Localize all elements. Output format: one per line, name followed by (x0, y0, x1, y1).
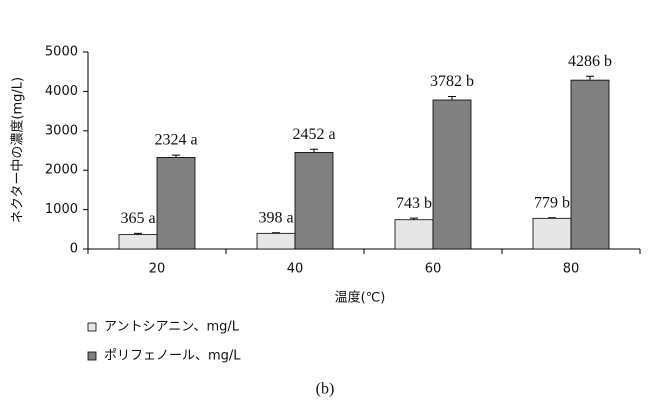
bar (394, 219, 434, 250)
y-tick-label: 0 (70, 242, 78, 257)
value-label: 2324 a (154, 132, 197, 149)
bar (118, 234, 158, 250)
error-bar (134, 232, 142, 235)
value-label: 2452 a (292, 126, 335, 143)
value-label: 4286 b (568, 53, 612, 70)
bar (156, 157, 196, 250)
error-bar (310, 148, 318, 153)
error-bar (272, 232, 280, 234)
bar (294, 151, 334, 250)
bar (532, 217, 572, 250)
legend-label: アントシアニン、mg/L (104, 320, 240, 335)
y-tick-label: 3000 (45, 123, 78, 138)
legend-swatch (87, 351, 97, 361)
error-bar (586, 75, 594, 81)
value-label: 365 a (120, 210, 155, 227)
value-label: 398 a (258, 209, 293, 226)
error-bar (172, 154, 180, 158)
y-axis-label: ネクター中の濃度(mg/L) (10, 77, 26, 223)
error-bar (448, 95, 456, 100)
error-bar (410, 217, 418, 220)
x-tick-label: 20 (149, 262, 166, 277)
y-tick-label: 5000 (45, 45, 78, 60)
bar (432, 99, 472, 250)
caption: (b) (316, 381, 335, 398)
legend-label: ポリフェノール、mg/L (104, 349, 241, 364)
y-tick-label: 1000 (45, 202, 78, 217)
legend-swatch (87, 322, 97, 332)
x-tick-label: 80 (563, 262, 580, 277)
bar (256, 232, 296, 250)
x-axis-label: 温度(℃) (335, 290, 386, 306)
value-label: 779 b (534, 194, 570, 211)
value-label: 3782 b (430, 73, 474, 90)
bar (570, 79, 610, 250)
value-label: 743 b (396, 195, 432, 212)
y-tick-label: 4000 (45, 84, 78, 99)
x-tick-label: 40 (287, 262, 304, 277)
error-bar (548, 217, 556, 219)
y-tick-label: 2000 (45, 163, 78, 178)
x-tick-label: 60 (425, 262, 442, 277)
